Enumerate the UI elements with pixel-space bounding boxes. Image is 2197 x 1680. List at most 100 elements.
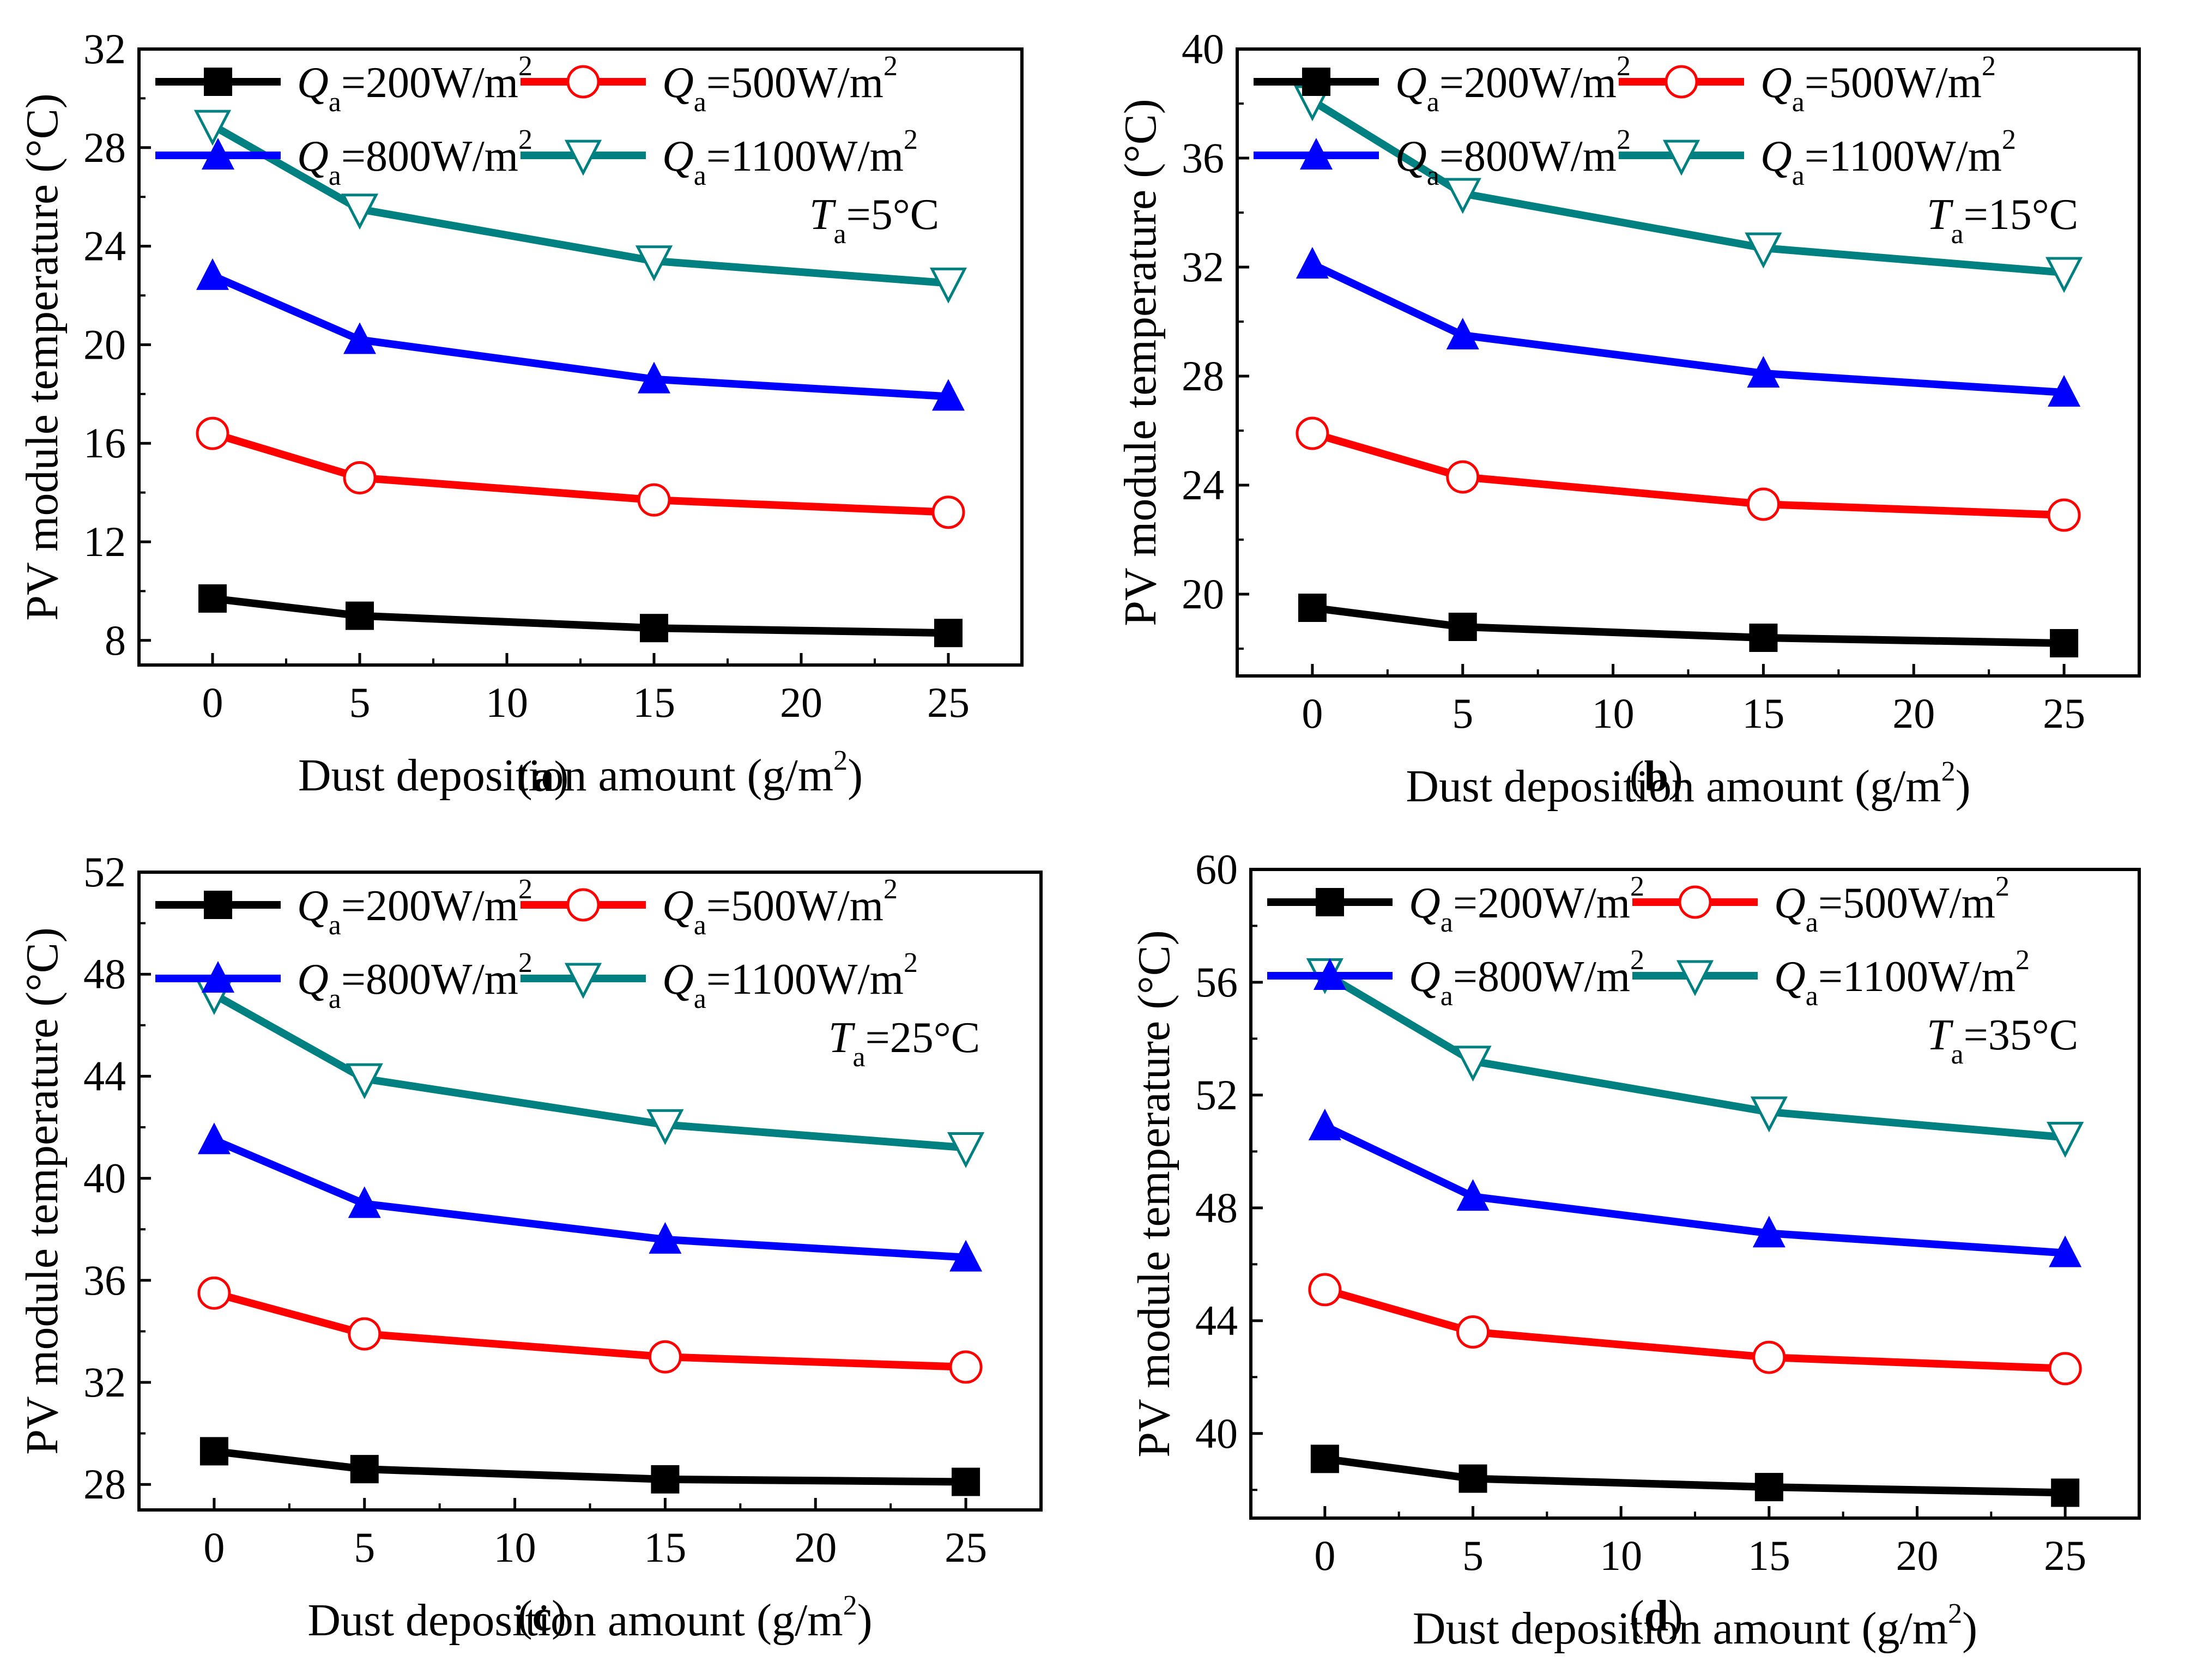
series-line-s500 xyxy=(213,1289,966,1371)
series-line-s1100 xyxy=(1310,98,2065,276)
series-line-s800 xyxy=(211,272,949,401)
legend-label-s500: Qa=500W/m2 xyxy=(1774,871,2010,938)
legend-marker-s1100 xyxy=(564,140,602,176)
data-point-s800 xyxy=(196,258,229,290)
data-point-s500 xyxy=(1752,1340,1786,1374)
chart-panel-d: 0 5 10 15 20 25 40 44 48 52 56 60 Dust deposition am… xyxy=(1129,845,2141,1654)
legend-marker-s1100 xyxy=(1662,140,1700,176)
legend-marker-s800 xyxy=(202,961,234,993)
data-point-s1100 xyxy=(1745,232,1782,269)
y-tick-label: 36 xyxy=(1182,134,1224,182)
x-tick-label: 15 xyxy=(644,1524,686,1571)
data-point-s1100 xyxy=(635,245,673,282)
data-point-s1100 xyxy=(1750,1096,1788,1133)
x-tick-label: 15 xyxy=(633,679,675,726)
ambient-temperature-annotation: Ta=5°C xyxy=(809,191,939,250)
x-tick-label: 25 xyxy=(2043,690,2085,737)
data-point-s800 xyxy=(197,1122,231,1155)
legend-label-s1100: Qa=1100W/m2 xyxy=(662,124,918,191)
y-tick-label: 40 xyxy=(1195,1410,1238,1457)
y-axis-title: PV module temperature (°C) xyxy=(1115,99,1166,626)
y-tick-label: 20 xyxy=(1182,570,1224,618)
data-point-s1100 xyxy=(646,1109,684,1145)
data-point-s200 xyxy=(934,619,963,648)
data-point-s500 xyxy=(197,1276,231,1310)
x-tick-label: 0 xyxy=(1302,690,1323,737)
series-line-s200 xyxy=(212,595,949,637)
y-tick-label: 52 xyxy=(83,848,126,896)
ambient-temperature-annotation: Ta=15°C xyxy=(1927,191,2078,250)
y-tick-label: 40 xyxy=(83,1155,126,1202)
x-tick-label: 25 xyxy=(2044,1532,2086,1579)
data-point-s800 xyxy=(1296,247,1329,279)
series-line-s200 xyxy=(1312,604,2065,647)
data-point-s800 xyxy=(2049,1235,2082,1267)
data-point-s1100 xyxy=(1444,178,1481,214)
data-point-s500 xyxy=(1446,460,1480,494)
chart-panel-a: 0 5 10 15 20 25 8 12 16 20 24 28 32 Dust deposition a… xyxy=(17,25,1024,801)
y-tick-label: 12 xyxy=(83,518,126,565)
data-point-s500 xyxy=(2048,1352,2082,1386)
legend-label-s500: Qa=500W/m2 xyxy=(1760,51,1996,118)
y-tick-label: 36 xyxy=(83,1256,126,1304)
data-point-s1100 xyxy=(341,194,379,230)
legend-label-s1100: Qa=1100W/m2 xyxy=(662,947,918,1014)
x-tick-label: 25 xyxy=(945,1524,987,1571)
data-point-s800 xyxy=(638,361,670,394)
legend-label-s800: Qa=800W/m2 xyxy=(297,947,532,1014)
data-point-s200 xyxy=(1448,613,1477,641)
data-point-s500 xyxy=(343,461,377,494)
x-tick-label: 25 xyxy=(927,679,970,726)
x-tick-label: 5 xyxy=(354,1524,375,1571)
legend-label-s200: Qa=200W/m2 xyxy=(1409,871,1644,938)
x-tick-label: 10 xyxy=(494,1524,536,1571)
x-tick-label: 10 xyxy=(486,679,528,726)
legend-marker-s500 xyxy=(566,888,600,922)
legend-marker-s1100 xyxy=(564,963,602,999)
data-point-s200 xyxy=(651,1465,680,1494)
data-point-s200 xyxy=(1458,1464,1487,1493)
data-point-s200 xyxy=(2050,629,2079,657)
x-tick-label: 5 xyxy=(1452,690,1473,737)
series-line-s800 xyxy=(1323,1122,2066,1257)
data-point-s200 xyxy=(2051,1478,2080,1507)
data-point-s500 xyxy=(196,416,229,450)
data-point-s1100 xyxy=(193,110,232,146)
data-point-s800 xyxy=(949,1240,983,1272)
data-point-s800 xyxy=(1752,1216,1786,1248)
legend-marker-s500 xyxy=(1678,885,1712,919)
legend-label-s500: Qa=500W/m2 xyxy=(662,51,898,118)
data-point-s500 xyxy=(1456,1315,1490,1349)
data-point-s500 xyxy=(1296,416,1329,450)
data-point-s500 xyxy=(2047,498,2081,532)
data-point-s800 xyxy=(1456,1179,1490,1211)
legend-marker-s1100 xyxy=(1676,960,1714,996)
data-point-s800 xyxy=(932,379,965,411)
series-line-s200 xyxy=(214,1447,966,1486)
y-tick-label: 60 xyxy=(1195,845,1238,893)
data-point-s200 xyxy=(1310,1445,1339,1473)
x-axis-title: Dust deposition amount (g/m2) xyxy=(1413,1598,1977,1654)
data-point-s1100 xyxy=(2047,1122,2084,1158)
data-point-s800 xyxy=(649,1222,682,1254)
y-tick-label: 32 xyxy=(83,25,126,72)
legend-marker-s500 xyxy=(1665,65,1698,99)
y-tick-label: 32 xyxy=(1182,243,1224,291)
x-tick-label: 20 xyxy=(1896,1532,1939,1579)
y-tick-label: 32 xyxy=(83,1358,126,1406)
x-tick-label: 0 xyxy=(202,679,223,726)
legend-marker-s800 xyxy=(1314,958,1346,990)
data-point-s800 xyxy=(1308,1108,1341,1140)
series-line-s500 xyxy=(211,430,949,516)
y-tick-label: 28 xyxy=(1182,352,1224,400)
series-line-s800 xyxy=(213,1136,966,1261)
data-point-s800 xyxy=(1747,356,1780,388)
y-tick-label: 44 xyxy=(1195,1297,1238,1344)
data-point-s1100 xyxy=(2045,257,2083,293)
data-point-s1100 xyxy=(346,1063,383,1099)
ambient-temperature-annotation: Ta=25°C xyxy=(828,1014,980,1073)
data-point-s200 xyxy=(640,614,668,643)
legend-marker-s200 xyxy=(204,68,232,96)
series-line-s1100 xyxy=(212,991,966,1152)
